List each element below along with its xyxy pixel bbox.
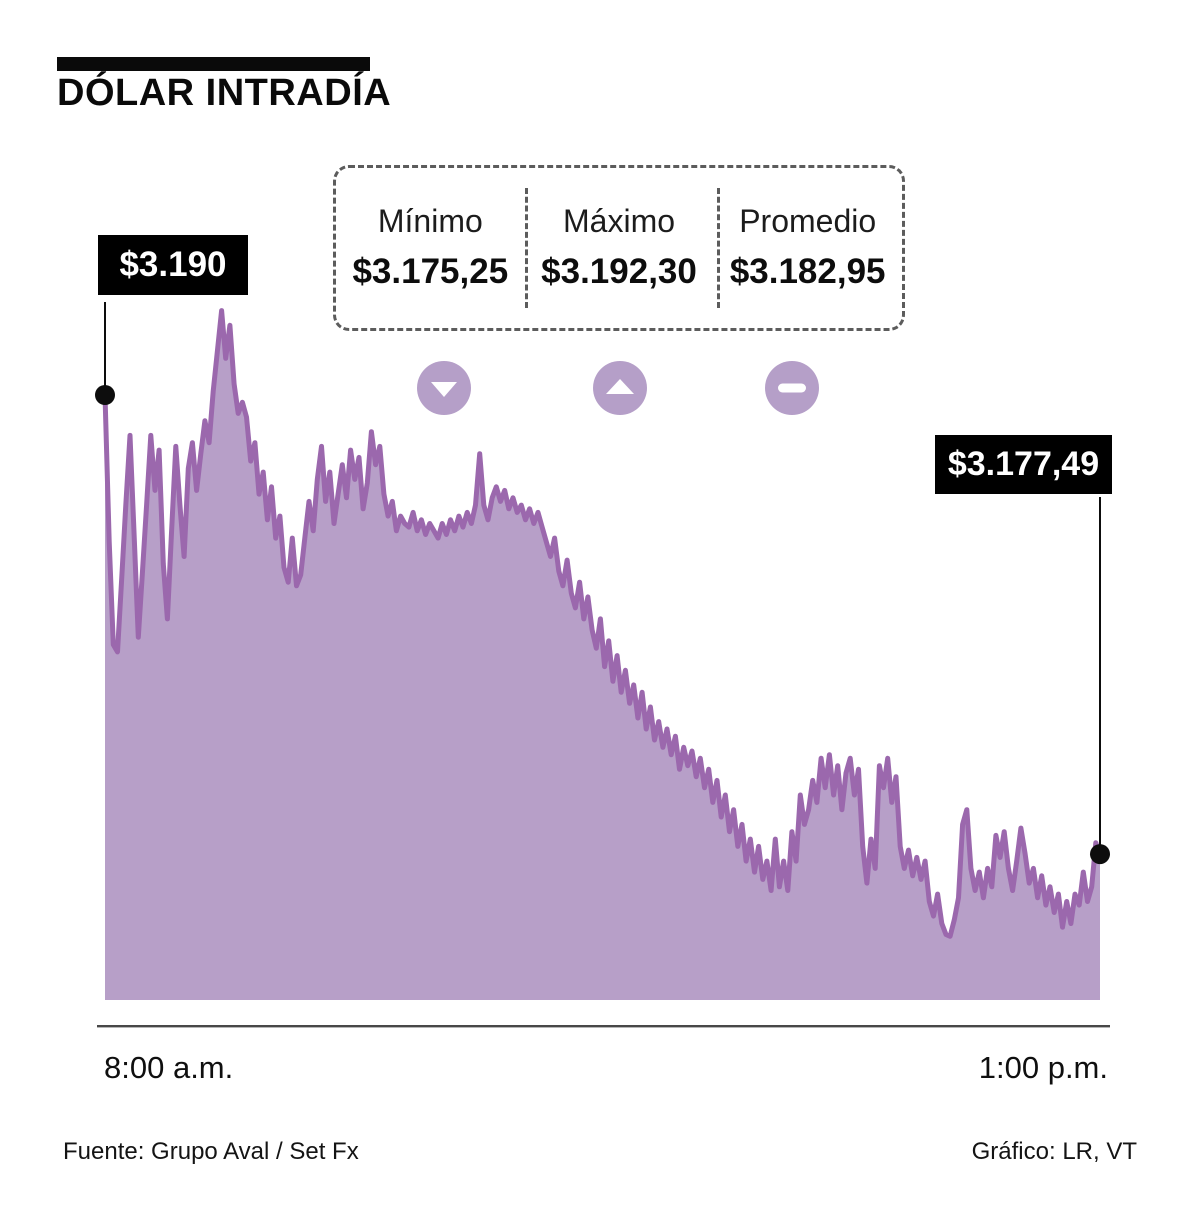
- source-credit: Fuente: Grupo Aval / Set Fx: [63, 1138, 359, 1165]
- stat-minimum-value: $3.175,25: [352, 252, 509, 291]
- stat-maximum: Máximo $3.192,30: [525, 168, 714, 328]
- stat-average-label: Promedio: [739, 203, 877, 239]
- stat-maximum-label: Máximo: [563, 203, 676, 239]
- stats-divider: [717, 188, 720, 308]
- arrow-down-icon: [417, 361, 471, 415]
- arrow-up-icon: [593, 361, 647, 415]
- close-price-tag: $3.177,49: [935, 435, 1112, 494]
- graphic-credit: Gráfico: LR, VT: [971, 1138, 1137, 1165]
- stat-minimum-label: Mínimo: [377, 203, 483, 239]
- stats-divider: [525, 188, 528, 308]
- title-accent-bar: [57, 57, 370, 71]
- stat-average: Promedio $3.182,95: [713, 168, 902, 328]
- end-point-marker: [1090, 844, 1110, 865]
- x-axis-end-label: 1:00 p.m.: [978, 1050, 1108, 1085]
- start-point-marker: [95, 385, 115, 405]
- stat-average-value: $3.182,95: [729, 252, 886, 291]
- maximum-indicator: [593, 361, 647, 415]
- stats-panel: Mínimo $3.175,25 Máximo $3.192,30 Promed…: [333, 165, 905, 331]
- minimum-indicator: [417, 361, 471, 415]
- open-price-tag: $3.190: [98, 235, 248, 295]
- average-indicator: [765, 361, 819, 415]
- minus-icon: [765, 361, 819, 415]
- stat-minimum: Mínimo $3.175,25: [336, 168, 525, 328]
- x-axis-start-label: 8:00 a.m.: [104, 1050, 234, 1085]
- x-axis-line: [97, 1025, 1110, 1028]
- stat-maximum-value: $3.192,30: [541, 252, 697, 291]
- chart-line: [102, 308, 1103, 939]
- page-title: DÓLAR INTRADÍA: [57, 72, 392, 114]
